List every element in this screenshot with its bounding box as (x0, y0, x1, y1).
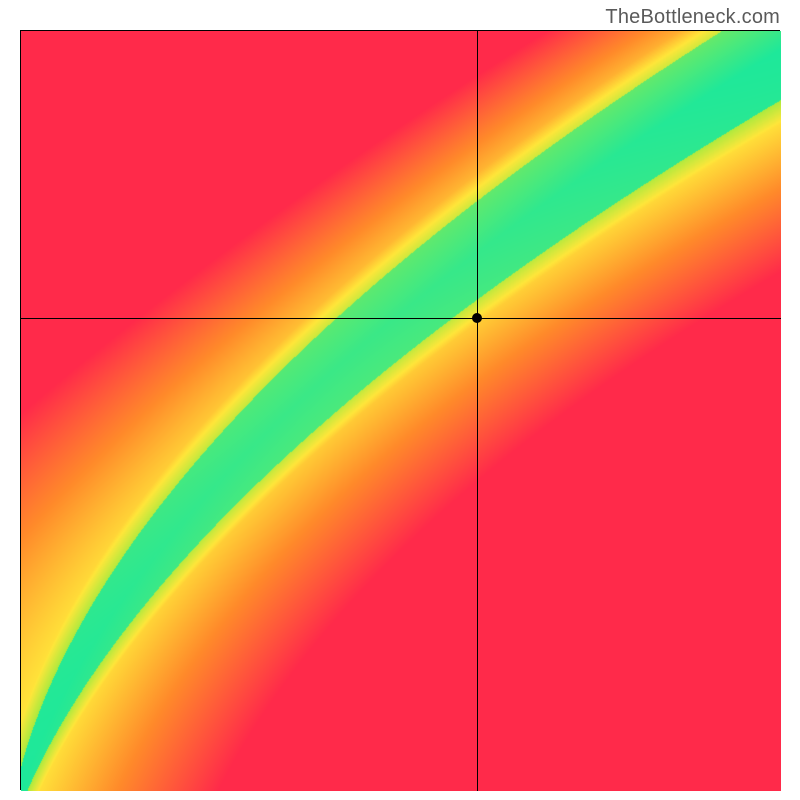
heatmap-canvas (21, 31, 781, 791)
crosshair-horizontal (21, 318, 781, 319)
crosshair-vertical (477, 31, 478, 791)
crosshair-marker (472, 313, 482, 323)
heatmap-frame (20, 30, 780, 790)
chart-container: TheBottleneck.com (0, 0, 800, 800)
watermark-text: TheBottleneck.com (605, 6, 780, 29)
